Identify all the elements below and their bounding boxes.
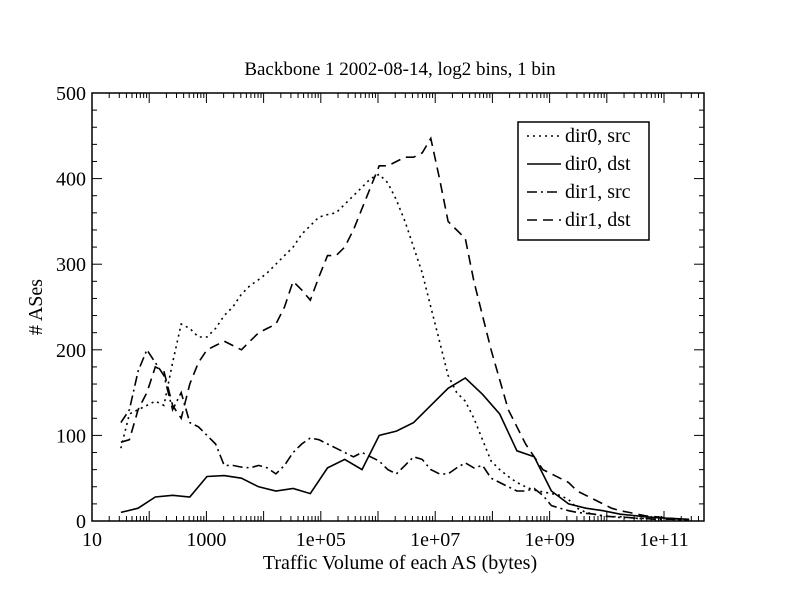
y-tick-label: 100 — [56, 425, 86, 447]
legend-label: dir0, src — [565, 125, 631, 147]
x-tick-label: 10 — [82, 529, 102, 551]
y-axis-label: # ASes — [25, 279, 47, 335]
y-tick-label: 200 — [56, 340, 86, 362]
plot-area: 10 1000 1e+05 1e+07 1e+09 1e+11 0 100 200 300 400 5… — [56, 83, 705, 551]
x-tick-label: 1000 — [186, 529, 226, 551]
x-tick-label: 1e+07 — [410, 529, 460, 551]
y-tick-label: 500 — [56, 83, 86, 105]
x-tick-label: 1e+05 — [296, 529, 346, 551]
x-tick-label: 1e+09 — [525, 529, 575, 551]
legend-box — [517, 121, 650, 241]
legend: dir0, src dir0, dst dir1, src dir1, dst — [517, 121, 650, 241]
legend-label: dir1, dst — [565, 209, 631, 231]
chart-title: Backbone 1 2002-08-14, log2 bins, 1 bin — [244, 59, 556, 80]
y-tick-label: 0 — [76, 511, 86, 533]
x-axis-label: Traffic Volume of each AS (bytes) — [263, 552, 537, 574]
plot-frame — [91, 92, 705, 522]
legend-label: dir0, dst — [565, 153, 631, 175]
y-tick-label: 400 — [56, 169, 86, 191]
series-line-3 — [120, 136, 690, 521]
series-lines — [120, 136, 690, 521]
x-tick-label: 1e+11 — [639, 529, 688, 551]
series-line-1 — [120, 377, 690, 521]
legend-label: dir1, src — [565, 181, 631, 203]
y-tick-label: 300 — [56, 254, 86, 276]
series-line-2 — [120, 348, 690, 521]
